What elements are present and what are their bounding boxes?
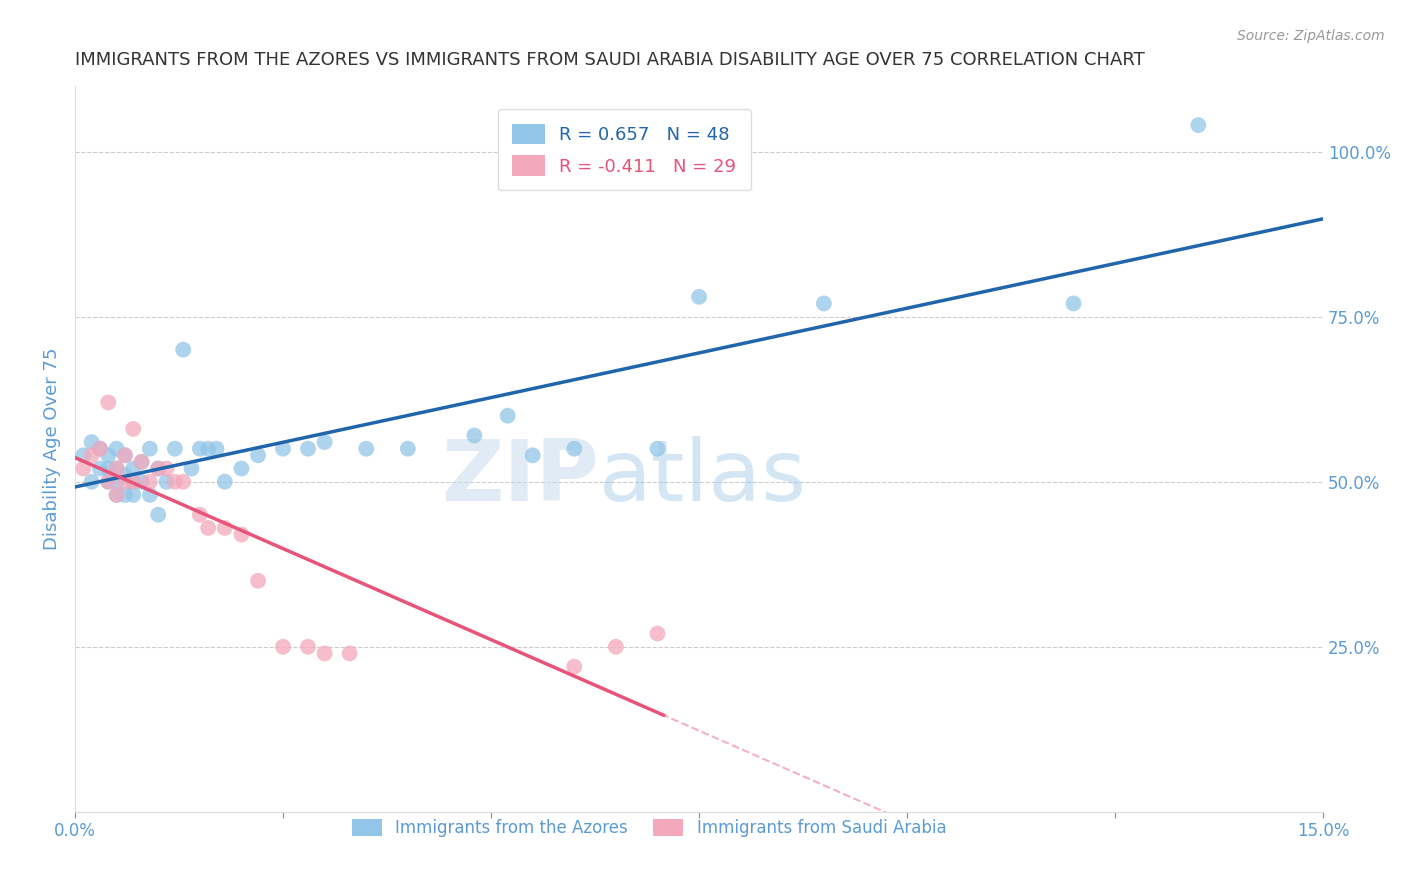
Point (131, 455, 153, 469)
Point (354, 442, 377, 456)
Point (188, 442, 211, 456)
Point (122, 488, 145, 502)
Point (114, 475, 136, 489)
Point (122, 461, 145, 475)
Point (188, 508, 211, 522)
Point (172, 475, 194, 489)
Point (271, 640, 294, 654)
Point (97, 395, 120, 409)
Point (647, 626, 669, 640)
Point (105, 461, 128, 475)
Point (214, 475, 236, 489)
Point (105, 475, 128, 489)
Point (197, 442, 219, 456)
Point (180, 461, 202, 475)
Point (605, 640, 627, 654)
Point (463, 428, 485, 442)
Point (205, 442, 228, 456)
Point (80, 435, 103, 450)
Point (80, 448, 103, 462)
Point (139, 442, 162, 456)
Point (114, 448, 136, 462)
Text: ZIP: ZIP (441, 436, 599, 519)
Point (72, 461, 94, 475)
Point (496, 409, 519, 423)
Point (114, 488, 136, 502)
Point (89, 461, 111, 475)
Point (97, 475, 120, 489)
Point (214, 521, 236, 535)
Point (1063, 296, 1085, 310)
Point (105, 488, 128, 502)
Point (97, 448, 120, 462)
Point (163, 475, 186, 489)
Point (72, 448, 94, 462)
Point (297, 640, 319, 654)
Point (562, 659, 585, 673)
Point (139, 475, 162, 489)
Point (1187, 118, 1209, 132)
Point (97, 461, 120, 475)
Point (105, 488, 128, 502)
Point (89, 442, 111, 456)
Text: Source: ZipAtlas.com: Source: ZipAtlas.com (1237, 29, 1385, 43)
Point (148, 508, 170, 522)
Point (155, 475, 177, 489)
Point (114, 448, 136, 462)
Point (271, 442, 294, 456)
Point (247, 574, 270, 588)
Point (231, 461, 253, 475)
Point (339, 647, 361, 661)
Point (122, 475, 145, 489)
Point (89, 442, 111, 456)
Point (197, 521, 219, 535)
Point (522, 448, 544, 462)
Point (131, 475, 153, 489)
Point (122, 422, 145, 436)
Point (231, 527, 253, 541)
Point (172, 343, 194, 357)
Point (105, 442, 128, 456)
Point (139, 488, 162, 502)
Text: atlas: atlas (599, 436, 807, 519)
Point (122, 475, 145, 489)
Point (314, 435, 336, 450)
Point (813, 296, 835, 310)
Point (148, 461, 170, 475)
Point (688, 290, 710, 304)
Point (247, 448, 270, 462)
Point (131, 455, 153, 469)
Point (97, 475, 120, 489)
Point (114, 468, 136, 483)
Point (297, 442, 319, 456)
Point (155, 461, 177, 475)
Point (163, 442, 186, 456)
Point (396, 442, 419, 456)
Point (80, 475, 103, 489)
Point (105, 461, 128, 475)
Text: IMMIGRANTS FROM THE AZORES VS IMMIGRANTS FROM SAUDI ARABIA DISABILITY AGE OVER 7: IMMIGRANTS FROM THE AZORES VS IMMIGRANTS… (75, 51, 1144, 69)
Legend: Immigrants from the Azores, Immigrants from Saudi Arabia: Immigrants from the Azores, Immigrants f… (346, 812, 953, 844)
Point (314, 647, 336, 661)
Point (148, 461, 170, 475)
Point (562, 442, 585, 456)
Y-axis label: Disability Age Over 75: Disability Age Over 75 (44, 348, 60, 550)
Point (647, 442, 669, 456)
